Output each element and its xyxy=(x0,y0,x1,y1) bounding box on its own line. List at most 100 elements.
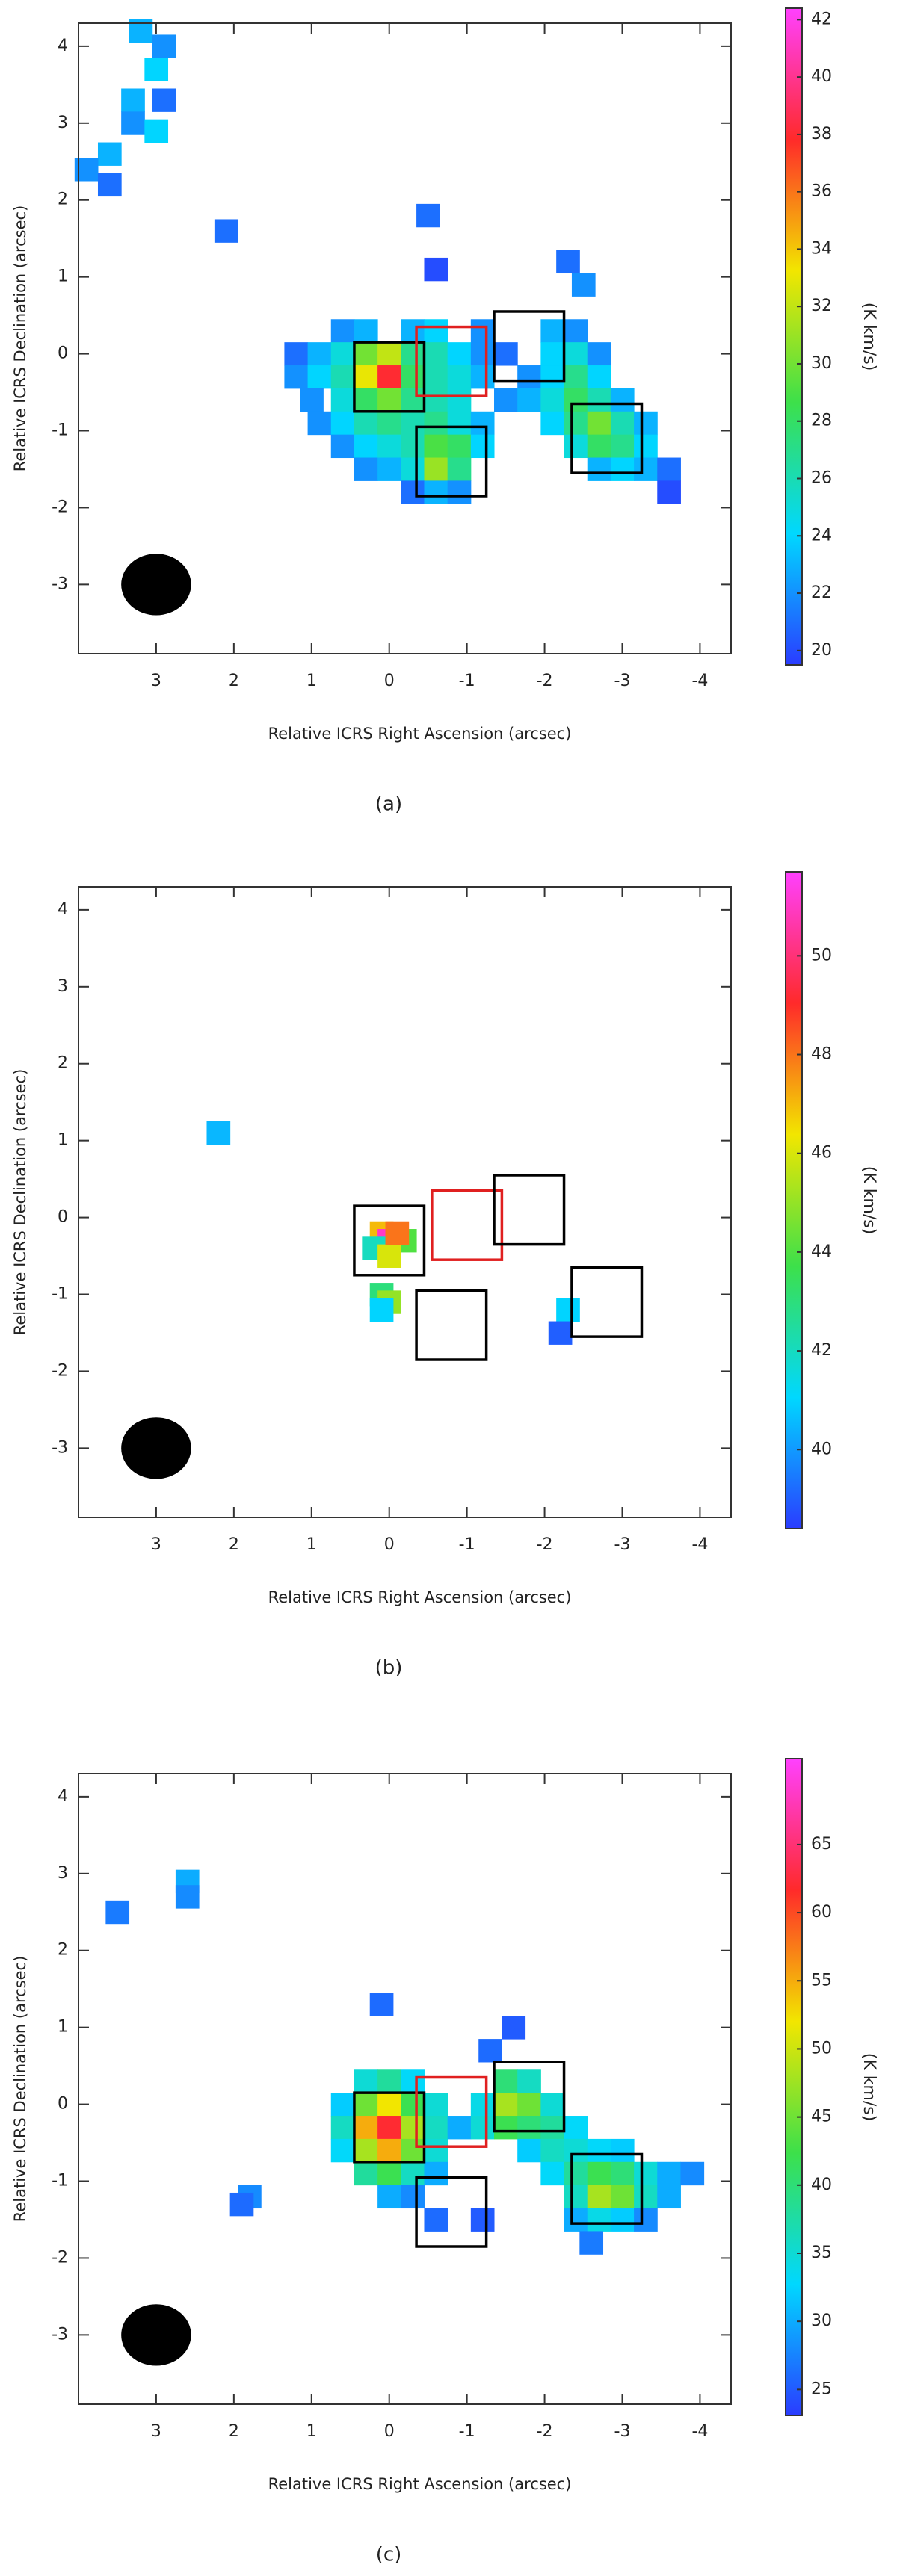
emission-cell xyxy=(307,411,332,436)
emission-cell xyxy=(206,1121,231,1145)
y-tick-label: 1 xyxy=(58,2018,68,2037)
emission-cell xyxy=(517,2116,541,2140)
emission-cell xyxy=(424,411,449,436)
emission-cell xyxy=(540,365,565,389)
emission-cell xyxy=(284,365,309,389)
emission-cell xyxy=(354,2069,378,2093)
emission-cell xyxy=(556,1298,580,1322)
emission-cell xyxy=(354,2093,378,2117)
colorbar-label: (K km/s) xyxy=(860,303,878,371)
x-tick-label: 1 xyxy=(306,1535,317,1554)
x-tick-label: -1 xyxy=(459,672,475,690)
colorbar-tick-label: 45 xyxy=(811,2108,832,2126)
emission-cell xyxy=(447,434,472,459)
emission-cell xyxy=(377,434,401,459)
y-tick-label: -1 xyxy=(52,421,68,440)
emission-cell xyxy=(587,2185,611,2209)
x-tick-label: -4 xyxy=(691,1535,708,1554)
region-box xyxy=(493,310,566,383)
colorbar xyxy=(785,871,803,1529)
emission-cell xyxy=(587,365,611,389)
emission-cell xyxy=(121,88,145,112)
x-tick-label: -2 xyxy=(537,2422,553,2441)
colorbar-tick-label: 30 xyxy=(811,354,832,373)
emission-cell xyxy=(377,1244,401,1268)
emission-cell xyxy=(377,2116,401,2140)
emission-cell xyxy=(610,2161,635,2186)
emission-cell xyxy=(401,365,425,389)
emission-cell xyxy=(307,342,332,366)
region-box xyxy=(570,2152,644,2225)
emission-cell xyxy=(401,457,425,481)
emission-cell xyxy=(401,2116,425,2140)
y-tick-label: 0 xyxy=(58,2095,68,2114)
y-tick-label: -2 xyxy=(52,1361,68,1380)
emission-cell xyxy=(540,319,565,343)
emission-cell xyxy=(377,388,401,412)
emission-cell xyxy=(587,434,611,459)
colorbar-tick-label: 40 xyxy=(811,1440,832,1458)
emission-cell xyxy=(424,388,449,412)
emission-cell xyxy=(610,2138,635,2163)
y-tick-label: 4 xyxy=(58,1787,68,1806)
beam xyxy=(121,554,191,616)
emission-cell xyxy=(401,411,425,436)
emission-cell xyxy=(330,2116,355,2140)
emission-cell xyxy=(401,2161,425,2186)
x-tick-label: -3 xyxy=(614,672,631,690)
emission-cell xyxy=(447,457,472,481)
emission-cell xyxy=(377,411,401,436)
colorbar-tick-label: 24 xyxy=(811,526,832,545)
emission-cell xyxy=(424,2161,449,2186)
emission-cell xyxy=(478,2039,502,2063)
x-axis-label: Relative ICRS Right Ascension (arcsec) xyxy=(268,1588,572,1606)
emission-cell xyxy=(401,2138,425,2163)
y-tick-label: 2 xyxy=(58,1054,68,1073)
emission-cell xyxy=(424,457,449,481)
emission-cell xyxy=(330,2138,355,2163)
emission-cell xyxy=(330,342,355,366)
emission-cell xyxy=(377,2069,401,2093)
x-axis-label: Relative ICRS Right Ascension (arcsec) xyxy=(268,2475,572,2493)
emission-cell xyxy=(385,1221,410,1245)
colorbar-tick-label: 34 xyxy=(811,239,832,258)
emission-cell xyxy=(121,111,145,135)
x-tick-label: 1 xyxy=(306,672,317,690)
emission-cell xyxy=(564,2161,588,2186)
emission-cell xyxy=(354,365,378,389)
beam xyxy=(121,2304,191,2366)
emission-cell xyxy=(354,2116,378,2140)
emission-cell xyxy=(564,411,588,436)
emission-cell xyxy=(494,2069,518,2093)
emission-cell xyxy=(447,2116,472,2140)
x-tick-label: 1 xyxy=(306,2422,317,2441)
emission-cell xyxy=(424,319,449,343)
colorbar-tick-label: 50 xyxy=(811,2039,832,2058)
colorbar-tick-label: 50 xyxy=(811,946,832,965)
emission-cell xyxy=(540,411,565,436)
emission-cell xyxy=(447,480,472,504)
emission-cell xyxy=(354,2161,378,2186)
y-axis-label: Relative ICRS Declination (arcsec) xyxy=(11,1069,29,1336)
region-box xyxy=(415,325,488,397)
region-box xyxy=(353,2091,426,2164)
y-axis-label: Relative ICRS Declination (arcsec) xyxy=(11,205,29,472)
emission-cell xyxy=(517,365,541,389)
emission-cell xyxy=(470,365,495,389)
emission-cell xyxy=(424,365,449,389)
emission-cell xyxy=(564,388,588,412)
emission-cell xyxy=(330,411,355,436)
emission-cell xyxy=(540,2116,565,2140)
emission-cell xyxy=(300,388,324,412)
emission-cell xyxy=(517,2069,541,2093)
colorbar-tick-label: 60 xyxy=(811,1903,832,1922)
emission-cell xyxy=(517,2093,541,2117)
emission-cell xyxy=(214,219,238,243)
emission-cell xyxy=(579,2231,604,2255)
x-tick-label: 0 xyxy=(384,2422,395,2441)
emission-cell xyxy=(354,342,378,366)
emission-cell xyxy=(494,342,518,366)
colorbar-tick-label: 30 xyxy=(811,2312,832,2330)
